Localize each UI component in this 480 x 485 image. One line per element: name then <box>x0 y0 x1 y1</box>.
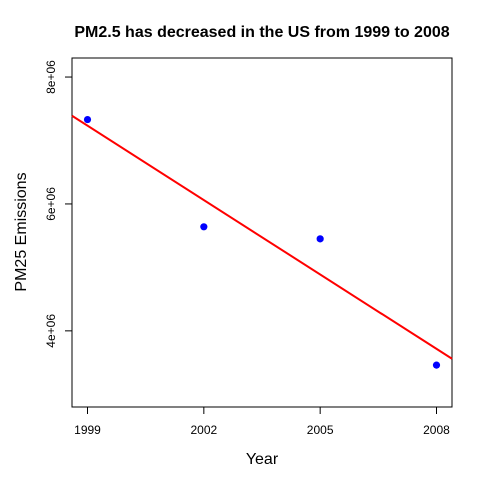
y-axis-label: PM25 Emissions <box>13 172 30 291</box>
x-axis-label: Year <box>246 451 279 468</box>
x-tick-label: 2002 <box>190 423 217 437</box>
plot-area <box>71 114 453 369</box>
x-tick-label: 2008 <box>423 423 450 437</box>
trend-line <box>71 114 453 360</box>
y-tick-label: 6e+06 <box>44 187 58 221</box>
y-tick-label: 4e+06 <box>44 314 58 348</box>
y-axis: 4e+06 6e+06 8e+06 <box>44 60 73 348</box>
chart-title: PM2.5 has decreased in the US from 1999 … <box>74 24 449 41</box>
data-point <box>316 235 324 243</box>
data-point <box>432 361 441 369</box>
y-tick-label: 8e+06 <box>44 60 58 94</box>
x-tick-label: 2005 <box>307 423 334 437</box>
data-point <box>200 223 208 231</box>
data-point <box>83 115 92 124</box>
x-tick-label: 1999 <box>74 423 101 437</box>
x-axis: 1999 2002 2005 2008 <box>74 406 450 437</box>
plot-frame <box>71 57 453 408</box>
